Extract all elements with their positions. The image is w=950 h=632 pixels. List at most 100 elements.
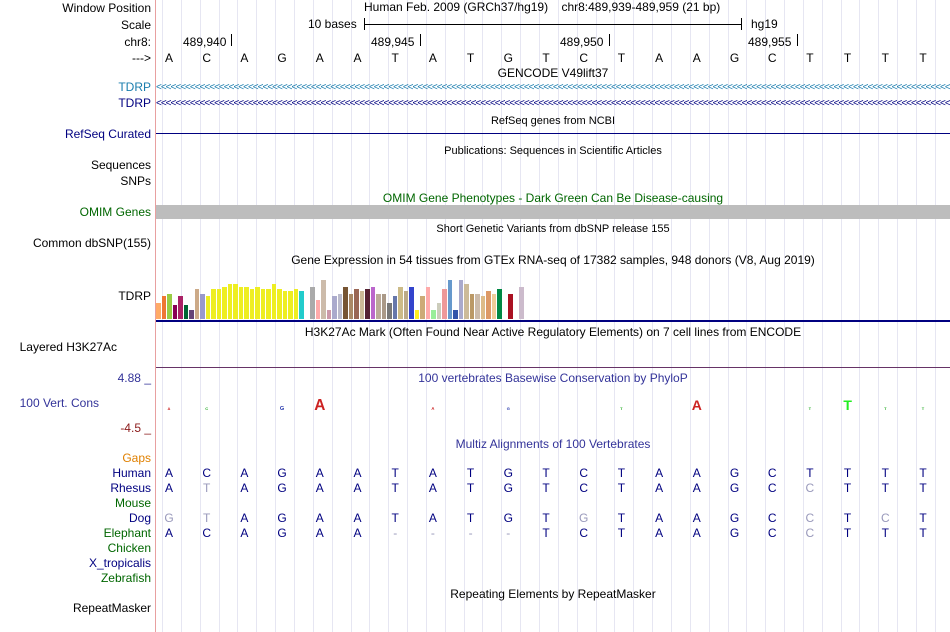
track-label-vert-cons[interactable]: 100 Vert. Cons <box>19 396 99 410</box>
gtex-tissue-bar[interactable] <box>398 286 403 319</box>
gtex-tissue-bar[interactable] <box>447 279 452 319</box>
gtex-tissue-bar[interactable] <box>354 288 359 319</box>
gtex-tissue-bar[interactable] <box>282 291 287 319</box>
gtex-tissue-bar[interactable] <box>326 309 331 319</box>
tdrp-transcript-2[interactable]: <<<<<<<<<<<<<<<<<<<<<<<<<<<<<<<<<<<<<<<<… <box>156 99 950 109</box>
gtex-tissue-bar[interactable] <box>233 284 238 319</box>
gtex-tissue-bar[interactable] <box>161 295 166 319</box>
gtex-tissue-bar[interactable] <box>238 286 243 319</box>
chr-label: chr8: <box>124 35 151 49</box>
track-label-tdrp-1[interactable]: TDRP <box>118 80 151 94</box>
gtex-tissue-bar[interactable] <box>227 284 232 319</box>
alignment-base-dog: A <box>240 511 249 525</box>
gtex-tissue-bar[interactable] <box>183 305 188 319</box>
refseq-intron-line[interactable] <box>156 133 950 134</box>
track-label-layered-h3k27ac[interactable]: Layered H3K27Ac <box>19 340 117 354</box>
gtex-tissue-bar[interactable] <box>200 293 205 319</box>
gtex-tissue-bar[interactable] <box>414 309 419 319</box>
gtex-tissue-bar[interactable] <box>403 291 408 319</box>
gtex-tissue-bar[interactable] <box>436 302 441 319</box>
gtex-tissue-bar[interactable] <box>205 295 210 319</box>
tdrp-transcript-1[interactable]: <<<<<<<<<<<<<<<<<<<<<<<<<<<<<<<<<<<<<<<<… <box>156 83 950 93</box>
gtex-tissue-bar[interactable] <box>260 288 265 319</box>
gtex-tissue-bar[interactable] <box>299 291 304 319</box>
gtex-tissue-bar[interactable] <box>332 295 337 319</box>
gtex-tissue-bar[interactable] <box>348 293 353 319</box>
gtex-tissue-bar[interactable] <box>431 309 436 319</box>
gtex-tissue-bar[interactable] <box>321 279 326 319</box>
gtex-tissue-bar[interactable] <box>222 286 227 319</box>
gtex-tissue-bar[interactable] <box>497 288 502 319</box>
track-label-tdrp-2[interactable]: TDRP <box>118 96 151 110</box>
gtex-tissue-bar[interactable] <box>337 293 342 319</box>
omim-gene-bar[interactable] <box>156 205 950 219</box>
species-label-chicken[interactable]: Chicken <box>107 541 151 555</box>
gtex-tissue-bar[interactable] <box>513 286 518 319</box>
gtex-tissue-bar[interactable] <box>315 300 320 319</box>
base-letter: A <box>164 51 173 65</box>
species-label-mouse[interactable]: Mouse <box>114 496 151 510</box>
gtex-tissue-bar[interactable] <box>381 293 386 319</box>
gtex-tissue-bar[interactable] <box>266 288 271 319</box>
species-label-dog[interactable]: Dog <box>128 511 151 525</box>
gtex-tissue-bar[interactable] <box>249 288 254 319</box>
track-label-snps[interactable]: SNPs <box>120 174 151 188</box>
gtex-tissue-bar[interactable] <box>194 288 199 319</box>
species-label-elephant[interactable]: Elephant <box>103 526 151 540</box>
gtex-tissue-bar[interactable] <box>420 295 425 319</box>
gtex-tissue-bar[interactable] <box>271 284 276 319</box>
gtex-tissue-bar[interactable] <box>425 286 430 319</box>
gtex-tissue-bar[interactable] <box>387 302 392 319</box>
gtex-tissue-bar[interactable] <box>392 295 397 319</box>
gtex-tissue-bar[interactable] <box>524 286 529 319</box>
gtex-tissue-bar[interactable] <box>365 288 370 319</box>
gtex-bar-chart[interactable] <box>156 268 556 319</box>
track-label-omim[interactable]: OMIM Genes <box>79 205 151 219</box>
track-label-gtex-tdrp[interactable]: TDRP <box>118 289 151 303</box>
track-label-repeatmasker[interactable]: RepeatMasker <box>72 601 151 615</box>
gtex-tissue-bar[interactable] <box>442 288 447 319</box>
gtex-tissue-bar[interactable] <box>244 286 249 319</box>
track-label-gaps[interactable]: Gaps <box>122 451 151 465</box>
gtex-tissue-bar[interactable] <box>216 288 221 319</box>
gtex-tissue-bar[interactable] <box>304 284 309 319</box>
gtex-tissue-bar[interactable] <box>491 293 496 319</box>
browser-track-image[interactable]: Human Feb. 2009 (GRCh37/hg19) chr8:489,9… <box>156 0 950 632</box>
gtex-tissue-bar[interactable] <box>458 279 463 319</box>
gtex-tissue-bar[interactable] <box>255 286 260 319</box>
gtex-tissue-bar[interactable] <box>211 288 216 319</box>
gtex-tissue-bar[interactable] <box>293 288 298 319</box>
track-label-sequences[interactable]: Sequences <box>90 158 151 172</box>
gtex-tissue-bar[interactable] <box>277 288 282 319</box>
alignment-base-human: T <box>391 466 399 480</box>
gtex-tissue-bar[interactable] <box>288 291 293 319</box>
gtex-tissue-bar[interactable] <box>156 302 161 319</box>
track-label-refseq[interactable]: RefSeq Curated <box>64 127 151 141</box>
gtex-tissue-bar[interactable] <box>167 293 172 319</box>
gtex-tissue-bar[interactable] <box>453 309 458 319</box>
species-label-x-tropicalis[interactable]: X_tropicalis <box>88 556 151 570</box>
species-label-rhesus[interactable]: Rhesus <box>110 481 151 495</box>
gtex-tissue-bar[interactable] <box>359 291 364 319</box>
species-label-zebrafish[interactable]: Zebrafish <box>100 571 151 585</box>
gtex-tissue-bar[interactable] <box>343 286 348 319</box>
gtex-tissue-bar[interactable] <box>486 291 491 319</box>
gtex-tissue-bar[interactable] <box>310 286 315 319</box>
gtex-tissue-bar[interactable] <box>508 293 513 319</box>
gtex-tissue-bar[interactable] <box>370 286 375 319</box>
gtex-tissue-bar[interactable] <box>469 293 474 319</box>
gtex-tissue-bar[interactable] <box>530 298 535 319</box>
gtex-tissue-bar[interactable] <box>409 286 414 319</box>
gtex-tissue-bar[interactable] <box>178 295 183 319</box>
gtex-tissue-bar[interactable] <box>172 305 177 319</box>
gtex-tissue-bar[interactable] <box>475 293 480 319</box>
gtex-tissue-bar[interactable] <box>189 309 194 319</box>
coord-label-3: 489,950 <box>560 35 604 49</box>
gtex-tissue-bar[interactable] <box>376 293 381 319</box>
gtex-tissue-bar[interactable] <box>480 295 485 319</box>
gtex-tissue-bar[interactable] <box>464 284 469 319</box>
gtex-tissue-bar[interactable] <box>502 268 507 319</box>
track-label-common-dbsnp[interactable]: Common dbSNP(155) <box>32 236 151 250</box>
species-label-human[interactable]: Human <box>112 466 151 480</box>
gtex-tissue-bar[interactable] <box>519 286 524 319</box>
